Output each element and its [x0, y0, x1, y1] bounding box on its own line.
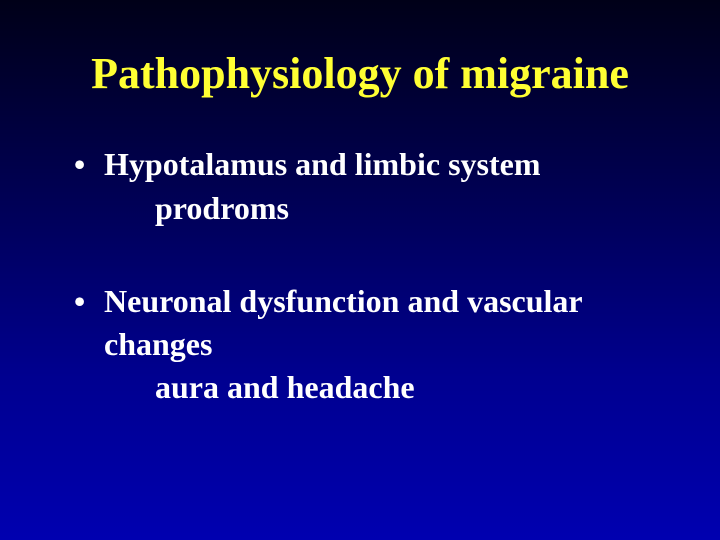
bullet-dot-icon: • [70, 280, 104, 323]
slide-title: Pathophysiology of migraine [60, 50, 660, 98]
bullet-block-1: • Neuronal dysfunction and vascular chan… [70, 280, 660, 410]
slide: Pathophysiology of migraine • Hypotalamu… [0, 0, 720, 540]
bullet-sub-text: aura and headache [70, 366, 660, 409]
bullet-block-0: • Hypotalamus and limbic system prodroms [70, 143, 660, 229]
bullet-item: • Hypotalamus and limbic system [70, 143, 660, 186]
bullet-item: • Neuronal dysfunction and vascular chan… [70, 280, 660, 366]
bullet-dot-icon: • [70, 143, 104, 186]
bullet-main-text: Hypotalamus and limbic system [104, 143, 660, 186]
bullet-sub-text: prodroms [70, 187, 660, 230]
bullet-main-text: Neuronal dysfunction and vascular change… [104, 280, 660, 366]
